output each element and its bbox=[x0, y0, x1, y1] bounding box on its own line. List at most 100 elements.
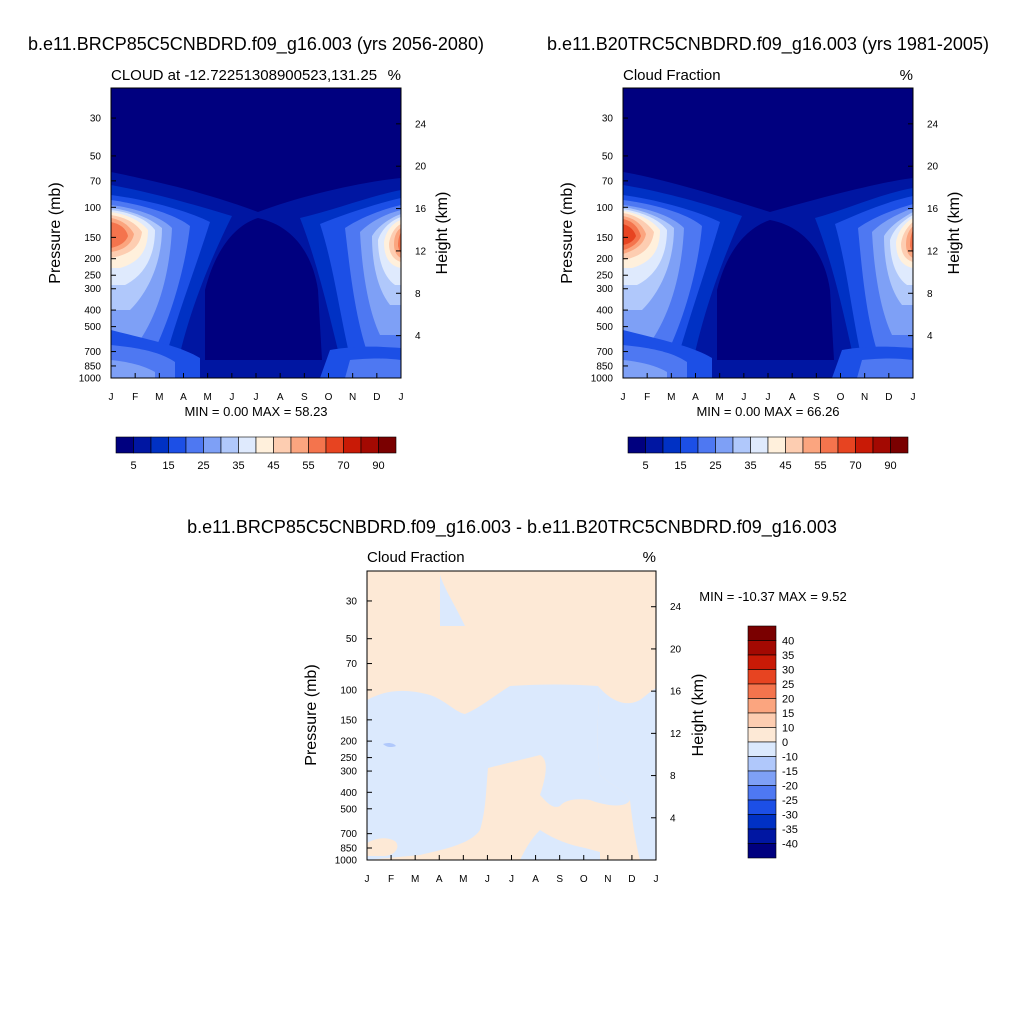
x-tick-label: O bbox=[580, 874, 588, 885]
y-tick-label: 250 bbox=[84, 271, 101, 282]
colorbar-label: 15 bbox=[162, 460, 174, 472]
y2-tick-label: 24 bbox=[415, 119, 427, 130]
colorbar-swatch bbox=[747, 756, 777, 772]
colorbar-swatch bbox=[115, 436, 134, 454]
y2-tick-label: 4 bbox=[927, 331, 933, 342]
x-tick-label: J bbox=[365, 874, 370, 885]
panel-3-min-max: MIN = -10.37 MAX = 9.52 bbox=[699, 589, 846, 604]
y2-tick-label: 20 bbox=[415, 162, 427, 173]
panel-1-min-max: MIN = 0.00 MAX = 58.23 bbox=[184, 404, 327, 419]
y-tick-label: 500 bbox=[596, 322, 613, 333]
y2-tick-label: 4 bbox=[415, 331, 421, 342]
colorbar-label: 35 bbox=[232, 460, 244, 472]
colorbar-swatch bbox=[308, 436, 327, 454]
panel-3-right-title: % bbox=[643, 549, 656, 566]
colorbar-swatch bbox=[343, 436, 362, 454]
y-tick-label: 400 bbox=[84, 306, 101, 317]
colorbar-swatch bbox=[767, 436, 786, 454]
colorbar-label: -20 bbox=[782, 781, 798, 793]
panel-1-y2-ticks: 24 20 16 12 8 4 bbox=[396, 119, 427, 342]
colorbar-swatch bbox=[747, 698, 777, 714]
colorbar-swatch bbox=[747, 640, 777, 656]
x-tick-label: D bbox=[628, 874, 635, 885]
x-tick-label: A bbox=[789, 392, 796, 403]
x-tick-label: M bbox=[203, 392, 211, 403]
colorbar-swatch bbox=[645, 436, 664, 454]
colorbar-label: 70 bbox=[337, 460, 349, 472]
x-tick-label: F bbox=[388, 874, 394, 885]
colorbar-label: -10 bbox=[782, 752, 798, 764]
panel-3-y2-ticks: 24 20 16 12 8 4 bbox=[651, 602, 682, 824]
colorbar-label: 55 bbox=[814, 460, 826, 472]
colorbar-swatch bbox=[255, 436, 274, 454]
colorbar-label: -30 bbox=[782, 810, 798, 822]
colorbar-swatch bbox=[747, 712, 777, 728]
x-tick-label: J bbox=[911, 392, 916, 403]
y2-tick-label: 20 bbox=[927, 162, 939, 173]
x-tick-label: J bbox=[109, 392, 114, 403]
y-tick-label: 200 bbox=[340, 737, 357, 748]
colorbar-swatch bbox=[697, 436, 716, 454]
colorbar-swatch bbox=[715, 436, 734, 454]
y-tick-label: 1000 bbox=[79, 374, 102, 385]
panel-2-right-title: % bbox=[900, 67, 913, 84]
colorbar-swatch bbox=[747, 654, 777, 670]
y-tick-label: 250 bbox=[340, 753, 357, 764]
y-tick-label: 70 bbox=[346, 659, 358, 670]
x-tick-label: A bbox=[692, 392, 699, 403]
colorbar-swatch bbox=[360, 436, 379, 454]
x-tick-label: M bbox=[155, 392, 163, 403]
colorbar-swatch bbox=[220, 436, 239, 454]
colorbar-label: 25 bbox=[782, 679, 794, 691]
y-tick-label: 100 bbox=[340, 685, 357, 696]
x-tick-label: A bbox=[277, 392, 284, 403]
x-tick-label: J bbox=[509, 874, 514, 885]
panel-1-contour-field bbox=[111, 88, 401, 378]
y2-tick-label: 12 bbox=[670, 729, 682, 740]
x-tick-label: O bbox=[837, 392, 845, 403]
x-tick-label: S bbox=[301, 392, 308, 403]
panel-2-colorbar: 5 15 25 35 45 55 70 90 bbox=[627, 436, 909, 472]
y2-tick-label: 24 bbox=[927, 119, 939, 130]
y2-tick-label: 8 bbox=[927, 289, 933, 300]
y-tick-label: 300 bbox=[84, 284, 101, 295]
colorbar-label: 90 bbox=[884, 460, 896, 472]
colorbar-label: 35 bbox=[744, 460, 756, 472]
y-tick-label: 1000 bbox=[335, 856, 358, 867]
panel-1-left-title: CLOUD at -12.72251308900523,131.25 bbox=[111, 67, 377, 84]
y2-tick-label: 16 bbox=[415, 204, 427, 215]
colorbar-swatch bbox=[133, 436, 152, 454]
panel-2-y2-ticks: 24 20 16 12 8 4 bbox=[908, 119, 939, 342]
y2-tick-label: 4 bbox=[670, 813, 676, 824]
panel-1-main-title: b.e11.BRCP85C5CNBDRD.f09_g16.003 (yrs 20… bbox=[28, 34, 484, 55]
x-tick-label: M bbox=[459, 874, 467, 885]
colorbar-swatch bbox=[785, 436, 804, 454]
panel-2-contour-field bbox=[623, 88, 913, 378]
y-tick-label: 500 bbox=[84, 322, 101, 333]
colorbar-swatch bbox=[820, 436, 839, 454]
panel-2: b.e11.B20TRC5CNBDRD.f09_g16.003 (yrs 198… bbox=[547, 34, 989, 472]
y-tick-label: 50 bbox=[90, 151, 102, 162]
colorbar-swatch bbox=[627, 436, 646, 454]
panel-2-left-title: Cloud Fraction bbox=[623, 67, 721, 84]
y2-tick-label: 16 bbox=[670, 687, 682, 698]
colorbar-label: 15 bbox=[674, 460, 686, 472]
colorbar-swatch bbox=[747, 741, 777, 757]
y-tick-label: 100 bbox=[596, 203, 613, 214]
y-tick-label: 250 bbox=[596, 271, 613, 282]
panel-1-right-title: % bbox=[388, 67, 401, 84]
panel-3-y2-axis-label: Height (km) bbox=[690, 674, 707, 757]
colorbar-label: 45 bbox=[779, 460, 791, 472]
colorbar-swatch bbox=[747, 727, 777, 743]
colorbar-label: 55 bbox=[302, 460, 314, 472]
y2-tick-label: 8 bbox=[415, 289, 421, 300]
y-tick-label: 850 bbox=[340, 843, 357, 854]
x-tick-label: M bbox=[667, 392, 675, 403]
panel-2-y-ticks: 30 50 70 100 150 200 250 300 400 500 700 850 1000 bbox=[591, 114, 628, 385]
y-tick-label: 1000 bbox=[591, 374, 614, 385]
y-tick-label: 100 bbox=[84, 203, 101, 214]
colorbar-label: -35 bbox=[782, 824, 798, 836]
panel-3-contour-field bbox=[367, 571, 656, 860]
colorbar-swatch bbox=[378, 436, 397, 454]
y-tick-label: 850 bbox=[596, 361, 613, 372]
